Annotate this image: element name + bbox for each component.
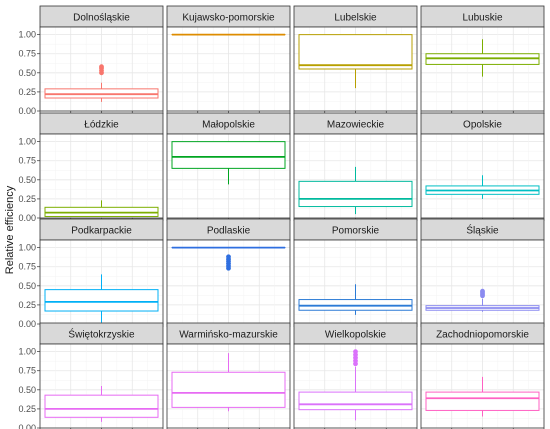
- facet-panel: Dolnośląskie 0.00 0.25 0.50 0.75 1.00: [18, 5, 164, 116]
- box: [298, 391, 413, 411]
- facet-title: Śląskie: [466, 224, 499, 237]
- facet-title: Podlaskie: [207, 226, 251, 237]
- facet-panel: Podlaskie: [166, 218, 291, 327]
- facet-panel: Warmińsko-mazurskie: [166, 322, 291, 429]
- facet-title: Świętokrzyskie: [68, 328, 135, 341]
- facet-panel: Lubuskie: [420, 5, 545, 114]
- facet-panels: Dolnośląskie 0.00 0.25 0.50 0.75 1.00 Kujawsko…: [18, 5, 545, 429]
- facet-panel: Świętokrzyskie 0.00 0.25 0.50 0.75 1.00: [18, 322, 164, 429]
- facet-title: Łódzkie: [84, 120, 119, 131]
- facet-panel: Lubelskie: [293, 5, 418, 114]
- y-tick-label: 0.75: [18, 366, 36, 376]
- facet-title: Opolskie: [463, 120, 502, 131]
- facet-panel: Opolskie: [420, 112, 545, 221]
- y-tick-label: 0.00: [18, 423, 36, 429]
- y-tick-label: 1.00: [18, 30, 36, 40]
- y-tick-label: 0.75: [18, 156, 36, 166]
- outlier-point: [353, 349, 358, 355]
- y-tick-label: 0.75: [18, 49, 36, 59]
- facet-title: Małopolskie: [202, 120, 255, 131]
- facet-panel: Wielkopolskie: [293, 322, 418, 429]
- box: [298, 34, 413, 70]
- facet-panel: Zachodniopomorskie: [420, 322, 545, 429]
- y-tick-label: 1.00: [18, 137, 36, 147]
- facet-panel: Mazowieckie: [293, 112, 418, 221]
- facet-title: Mazowieckie: [327, 120, 385, 131]
- box: [298, 180, 413, 208]
- facet-panel: Śląskie: [420, 218, 545, 327]
- facet-title: Pomorskie: [332, 226, 380, 237]
- outlier-point: [226, 254, 231, 260]
- y-tick-label: 0.50: [18, 68, 36, 78]
- box: [44, 289, 159, 312]
- facet-title: Podkarpackie: [71, 226, 132, 237]
- y-tick-label: 0.50: [18, 281, 36, 291]
- y-tick-label: 0.25: [18, 404, 36, 414]
- box: [171, 141, 286, 169]
- y-tick-label: 0.75: [18, 262, 36, 272]
- facet-panel: Łódzkie 0.00 0.25 0.50 0.75 1.00: [18, 112, 164, 223]
- facet-panel: Kujawsko-pomorskie: [166, 5, 291, 114]
- y-tick-label: 1.00: [18, 243, 36, 253]
- facet-title: Warmińsko-mazurskie: [179, 330, 278, 341]
- facet-title: Kujawsko-pomorskie: [182, 13, 275, 24]
- box: [44, 394, 159, 418]
- box: [425, 391, 540, 411]
- outlier-point: [99, 64, 104, 70]
- y-tick-label: 0.50: [18, 385, 36, 395]
- facet-title: Zachodniopomorskie: [436, 330, 529, 341]
- y-tick-label: 0.50: [18, 175, 36, 185]
- box: [171, 371, 286, 408]
- y-tick-label: 0.00: [18, 106, 36, 116]
- outlier-point: [480, 288, 485, 294]
- y-tick-label: 0.25: [18, 300, 36, 310]
- facet-title: Dolnośląskie: [73, 13, 130, 24]
- y-tick-label: 0.25: [18, 87, 36, 97]
- facet-panel: Podkarpackie 0.00 0.25 0.50 0.75 1.00: [18, 218, 164, 329]
- y-axis-label: Relative efficiency: [4, 185, 16, 274]
- y-tick-label: 0.25: [18, 194, 36, 204]
- y-tick-label: 0.00: [18, 213, 36, 223]
- facet-panel: Małopolskie: [166, 112, 291, 221]
- facet-title: Lubelskie: [334, 13, 377, 24]
- y-tick-label: 0.00: [18, 319, 36, 329]
- y-tick-label: 1.00: [18, 347, 36, 357]
- facet-title: Lubuskie: [462, 13, 502, 24]
- facet-panel: Pomorskie: [293, 218, 418, 327]
- facet-title: Wielkopolskie: [325, 330, 387, 341]
